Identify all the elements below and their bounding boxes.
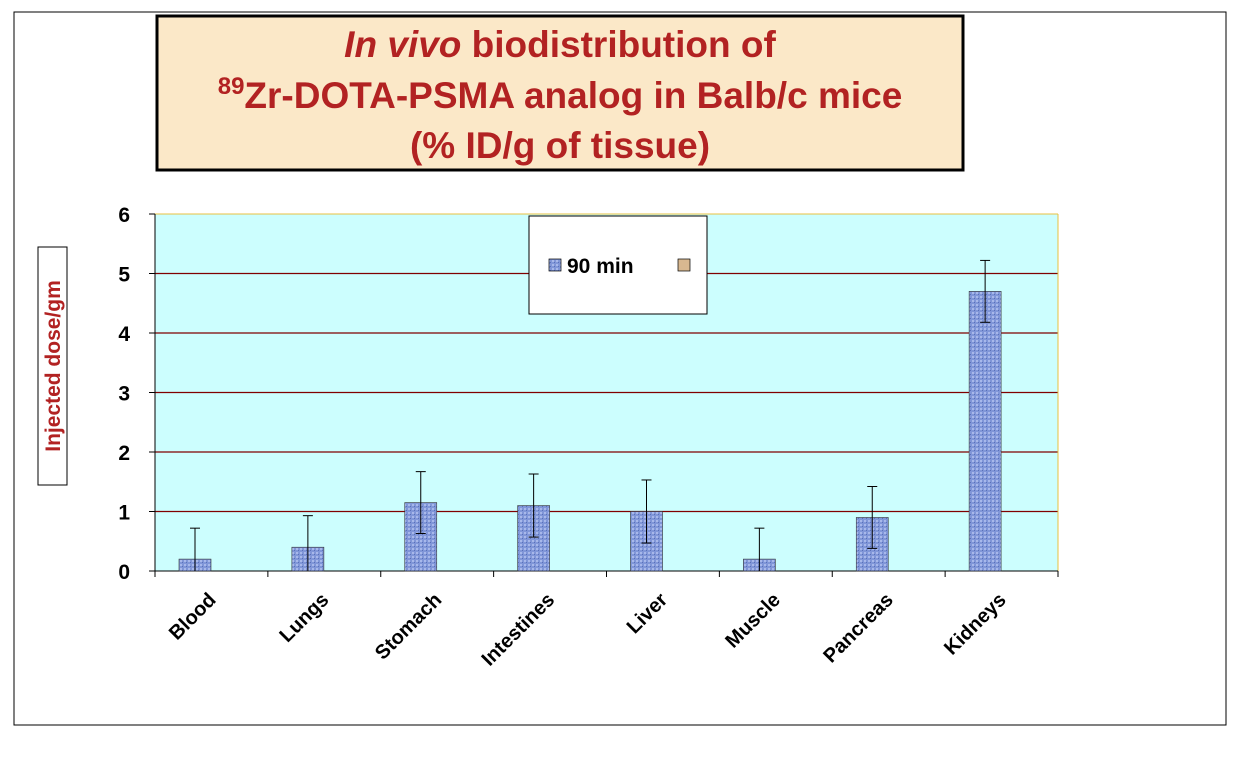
y-tick-label: 6 [118, 204, 130, 227]
title-line: In vivo biodistribution of [344, 24, 776, 65]
title-italic: In vivo [344, 24, 461, 65]
y-axis-label: Injected dose/gm [42, 280, 65, 452]
error-bar [528, 473, 539, 538]
title-line: 89Zr-DOTA-PSMA analog in Balb/c mice [218, 73, 903, 116]
title-line: (% ID/g of tissue) [410, 125, 710, 166]
error-bar [302, 515, 313, 571]
bar [968, 291, 1002, 572]
error-bar [641, 479, 652, 544]
error-bar [754, 527, 765, 571]
y-label-box [37, 246, 68, 486]
title-text: biodistribution of [472, 24, 777, 65]
y-tick-label: 1 [118, 502, 130, 525]
y-tick-label: 5 [118, 264, 130, 287]
y-tick-label: 4 [118, 323, 130, 346]
error-bar [867, 486, 878, 549]
y-tick-label: 2 [118, 442, 130, 465]
legend-label: 90 min [567, 255, 634, 278]
title-superscript: 89 [218, 73, 245, 100]
title: In vivo biodistribution of 89Zr-DOTA-PSM… [218, 24, 903, 166]
y-tick-label: 0 [118, 561, 130, 584]
legend-swatch [677, 258, 691, 272]
title-text: Zr-DOTA-PSMA analog in Balb/c mice [244, 75, 902, 116]
title-box [155, 14, 965, 172]
error-bar [190, 527, 200, 571]
y-tick-label: 3 [118, 383, 130, 406]
legend [528, 215, 708, 315]
legend-swatch [548, 258, 562, 272]
error-bar [415, 471, 426, 535]
error-bar [980, 259, 991, 323]
